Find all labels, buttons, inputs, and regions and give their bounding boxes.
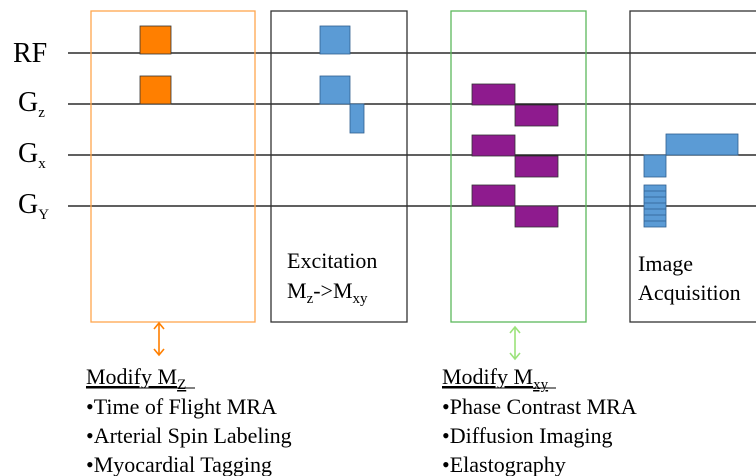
gx-readout-pulse [665, 133, 739, 156]
acquisition-box [629, 10, 756, 323]
gz-label: Gz [18, 87, 45, 121]
gx-label: Gx [18, 138, 46, 172]
rf-excitation-pulse [319, 25, 351, 55]
modify-mz-item: •Time of Flight MRA [86, 394, 277, 419]
gx-prephase-pulse [643, 154, 667, 178]
modify-mxy-box [450, 10, 587, 323]
excitation-title: Excitation [287, 248, 377, 273]
gx-bipolar-neg [514, 155, 559, 178]
gz-rephase-pulse [349, 103, 365, 134]
modify-mxy-item: •Phase Contrast MRA [442, 394, 637, 419]
modify-mz-heading: Modify MZ [86, 364, 186, 393]
green-double-arrow [509, 325, 521, 361]
gy-bipolar-neg [514, 205, 559, 228]
gz-orange-pulse [139, 75, 172, 105]
modify-mxy-item: •Elastography [442, 452, 566, 476]
gx-bipolar-pos [471, 134, 516, 157]
modify-mxy-heading: Modify Mxy [442, 364, 549, 393]
gy-label: GY [18, 189, 49, 223]
acquisition-line2: Acquisition [638, 280, 741, 305]
gz-bipolar-neg [514, 104, 559, 127]
rf-orange-pulse [139, 25, 172, 55]
gy-bipolar-pos [471, 184, 516, 207]
modify-mz-box [90, 10, 256, 323]
excitation-box [270, 10, 408, 323]
rf-label: RF [13, 38, 47, 69]
orange-double-arrow [153, 321, 165, 357]
modify-mz-item: •Myocardial Tagging [86, 452, 272, 476]
acquisition-line1: Image [638, 251, 693, 276]
modify-mxy-item: •Diffusion Imaging [442, 423, 612, 448]
gy-phase-encode-table [643, 184, 667, 228]
gz-bipolar-pos [471, 83, 516, 106]
gz-select-pulse [319, 75, 351, 105]
modify-mz-item: •Arterial Spin Labeling [86, 423, 292, 448]
excitation-mz-mxy: Mz->Mxy [287, 278, 368, 307]
